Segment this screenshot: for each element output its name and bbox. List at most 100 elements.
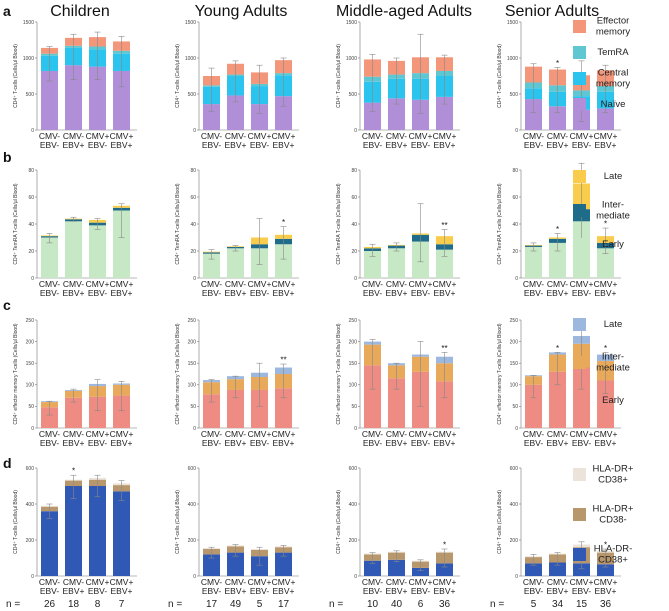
bar-stack <box>251 362 268 428</box>
y-tick-label: 0 <box>31 426 34 432</box>
legend-label: memory <box>596 79 631 90</box>
panel-c-2: 0 50 100 150 200 250 CD4⁺ effector memory T-ce… <box>175 318 299 448</box>
x-tick-label: CMV+ <box>594 577 618 587</box>
x-tick-label: EBV- <box>363 140 383 150</box>
panel-d-4: 0 200 400 600 CD4⁺ T-cells (Cells/µl Blood) C… <box>497 466 621 596</box>
bar-segment <box>436 381 453 428</box>
bar-stack: ** <box>275 356 292 428</box>
bar-segment <box>41 407 58 428</box>
y-tick-label: 200 <box>510 538 519 544</box>
x-tick-label: EBV+ <box>225 288 247 298</box>
legends: EffectormemoryTemRACentralmemoryNaïveLat… <box>573 16 634 566</box>
y-tick-label: 200 <box>188 538 197 544</box>
y-tick-label: 0 <box>515 276 518 282</box>
x-tick-label: EBV- <box>88 288 108 298</box>
y-tick-label: 1000 <box>346 56 357 62</box>
sample-size-row: n = 26 18 8 7 n = 17 49 5 17 n = 10 40 6 36 n = 5 34 15 36 <box>6 599 611 610</box>
x-tick-label: EBV- <box>524 438 544 448</box>
x-tick-label: EBV- <box>88 586 108 596</box>
y-tick-label: 250 <box>349 318 358 324</box>
y-axis-label: CD4⁺ effector memory T-cells (Cells/µl B… <box>175 323 181 425</box>
y-tick-label: 400 <box>26 502 35 508</box>
legend-swatch <box>573 548 586 561</box>
bar-stack <box>65 388 82 428</box>
bar-segment <box>203 253 220 278</box>
x-tick-label: EBV- <box>250 586 270 596</box>
y-tick-label: 50 <box>28 404 34 410</box>
y-tick-label: 0 <box>354 276 357 282</box>
n-value: 49 <box>230 599 242 610</box>
x-tick-label: CMV- <box>201 131 222 141</box>
bar-segment <box>549 562 566 576</box>
bar-stack <box>89 379 106 428</box>
bar-segment <box>113 395 130 428</box>
bar-segment <box>203 394 220 428</box>
x-tick-label: CMV- <box>63 577 84 587</box>
x-tick-label: CMV+ <box>409 429 433 439</box>
x-tick-label: EBV- <box>411 586 431 596</box>
x-tick-label: EBV- <box>572 288 592 298</box>
y-axis-label: CD4⁺ T-cells (Cells/µl Blood) <box>13 44 19 108</box>
bar-stack: * <box>436 541 453 576</box>
x-tick-label: CMV+ <box>433 131 457 141</box>
y-axis-label: CD4⁺ effector memory T-cells (Cells/µl B… <box>497 323 503 425</box>
y-tick-label: 50 <box>351 404 357 410</box>
x-tick-label: CMV+ <box>570 577 594 587</box>
bar-stack <box>388 57 405 130</box>
y-tick-label: 100 <box>188 383 197 389</box>
bar-segment <box>436 563 453 576</box>
significance-mark: * <box>556 59 559 68</box>
panel-letters: a b c d <box>3 3 12 471</box>
x-tick-label: EBV+ <box>225 438 247 448</box>
bar-stack <box>364 339 381 428</box>
x-tick-label: EBV+ <box>386 438 408 448</box>
bar-segment <box>203 554 220 576</box>
y-tick-label: 1500 <box>185 20 196 26</box>
n-value: 6 <box>418 599 424 610</box>
legend-label: Naïve <box>601 99 626 110</box>
x-tick-label: CMV+ <box>86 577 110 587</box>
y-tick-label: 200 <box>349 339 358 345</box>
panel-a-1: 0 500 1000 1500 CD4⁺ T-cells (Cells/µl Blood… <box>13 20 137 150</box>
y-tick-label: 1500 <box>507 20 518 26</box>
legend-b: Late Inter-mediate Early <box>573 170 630 251</box>
x-tick-label: CMV+ <box>110 131 134 141</box>
significance-mark: ** <box>441 221 447 230</box>
bar-stack: * <box>597 344 614 428</box>
y-tick-label: 250 <box>26 318 35 324</box>
x-tick-label: CMV- <box>386 429 407 439</box>
bar-segment <box>227 552 244 576</box>
legend-swatch <box>573 318 586 331</box>
column-title-children: Children <box>50 3 110 20</box>
y-tick-label: 0 <box>354 426 357 432</box>
panel-letter-c: c <box>3 297 11 313</box>
y-tick-label: 150 <box>510 361 519 367</box>
legend-swatch <box>573 46 586 59</box>
y-tick-label: 200 <box>510 339 519 345</box>
significance-mark: ** <box>280 356 286 365</box>
bar-segment <box>364 251 381 278</box>
x-tick-label: CMV- <box>523 577 544 587</box>
n-value: 36 <box>439 599 451 610</box>
x-tick-label: EBV+ <box>595 586 617 596</box>
y-axis-label: CD4⁺ TemRA T-cells (Cells/µl Blood) <box>336 183 342 265</box>
y-axis-label: CD4⁺ T-cells (Cells/µl Blood) <box>13 490 19 554</box>
x-tick-label: CMV- <box>39 131 60 141</box>
legend-d: HLA-DR+CD38+HLA-DR+CD38-HLA-DR-CD38+ <box>573 464 634 566</box>
x-tick-label: CMV- <box>63 279 84 289</box>
bar-segment <box>275 552 292 576</box>
bar-stack <box>227 375 244 428</box>
panel-b-1: 0 20 40 60 80 CD4⁺ TemRA T-cells (Cells/µl Bl… <box>13 168 137 298</box>
y-tick-label: 20 <box>28 249 34 255</box>
y-tick-label: 500 <box>510 92 519 98</box>
x-tick-label: CMV+ <box>110 429 134 439</box>
y-tick-label: 200 <box>26 339 35 345</box>
y-tick-label: 400 <box>349 502 358 508</box>
n-value: 8 <box>95 599 101 610</box>
x-tick-label: CMV- <box>39 577 60 587</box>
bar-segment <box>573 563 590 576</box>
bar-segment <box>65 397 82 428</box>
bar-segment <box>549 242 566 278</box>
x-tick-label: CMV+ <box>110 279 134 289</box>
bar-stack <box>525 63 542 130</box>
